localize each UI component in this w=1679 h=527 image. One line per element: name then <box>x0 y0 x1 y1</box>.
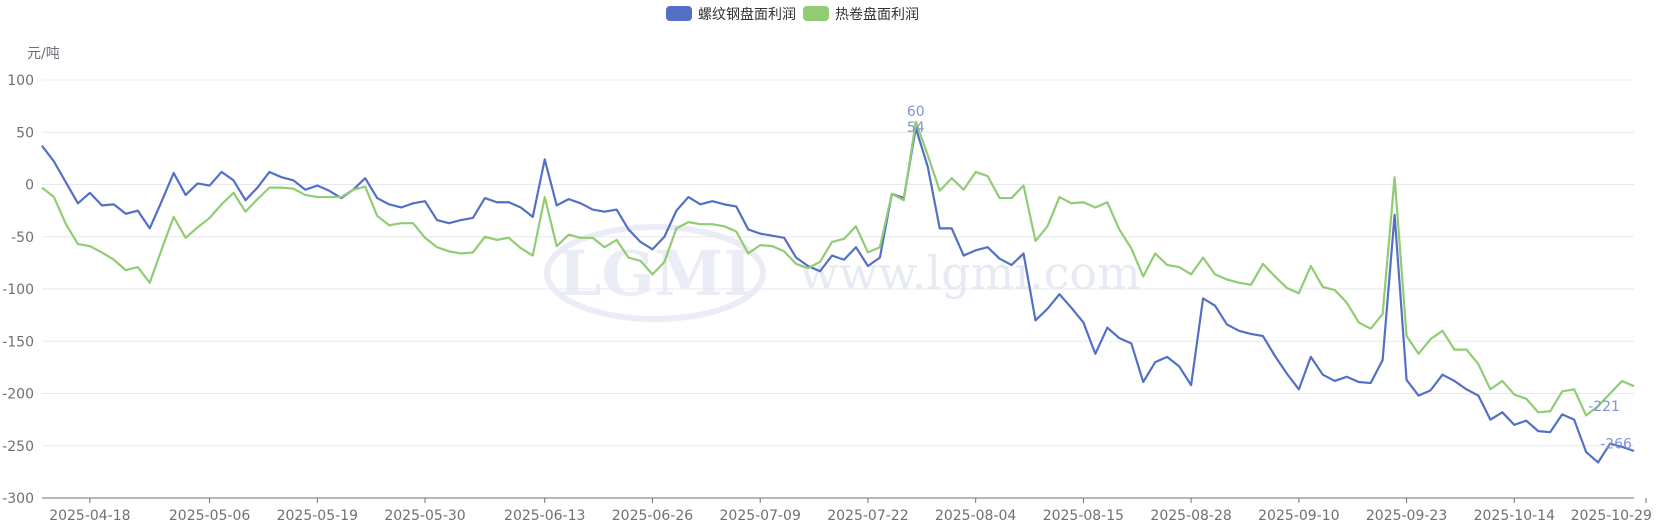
x-tick-label: 2025-06-26 <box>612 508 693 524</box>
x-tick-label: 2025-05-30 <box>384 508 465 524</box>
data-label: 54 <box>907 120 925 136</box>
legend-item[interactable]: 螺纹钢盘面利润 <box>666 6 796 23</box>
x-tick-label: 2025-07-22 <box>827 508 908 524</box>
series-lines <box>41 120 1635 464</box>
x-tick-label: 2025-05-06 <box>169 508 250 524</box>
legend[interactable]: 螺纹钢盘面利润 热卷盘面利润 <box>666 6 919 23</box>
x-tick-label: 2025-06-13 <box>504 508 585 524</box>
watermark-logo: LGMI <box>558 237 752 310</box>
x-tick-label: 2025-04-18 <box>49 508 130 524</box>
y-tick-label: -50 <box>11 230 34 246</box>
legend-item[interactable]: 热卷盘面利润 <box>803 6 919 23</box>
y-tick-label: 100 <box>7 73 34 89</box>
x-tick-label: 2025-09-10 <box>1258 508 1339 524</box>
x-tick-label: 2025-05-19 <box>277 508 358 524</box>
hotcoil-profit-line <box>41 120 1635 417</box>
x-tick-label: 2025-10-14 <box>1474 508 1555 524</box>
x-tick-label: 2025-09-23 <box>1366 508 1447 524</box>
legend-label: 螺纹钢盘面利润 <box>698 6 796 23</box>
y-tick-label: -150 <box>2 334 34 350</box>
rebar-profit-line <box>41 126 1635 464</box>
data-label: -266 <box>1600 437 1632 453</box>
data-label: 60 <box>907 104 925 120</box>
x-tick-label: 2025-08-15 <box>1043 508 1124 524</box>
x-tick-label: 2025-08-28 <box>1150 508 1231 524</box>
legend-swatch <box>666 6 692 21</box>
x-tick-label: 2025-08-04 <box>935 508 1016 524</box>
watermark-text: www.lgmi.com <box>799 246 1140 300</box>
y-tick-label: -200 <box>2 387 34 403</box>
y-axis-unit: 元/吨 <box>27 46 60 62</box>
x-tick-label: 2025-10-29 <box>1571 508 1652 524</box>
y-tick-label: -300 <box>2 491 34 507</box>
x-tick-label: 2025-07-09 <box>720 508 801 524</box>
y-tick-label: -250 <box>2 439 34 455</box>
y-axis: 100 50 0 -50 -100 -150 -200 -250 -300 <box>2 73 34 507</box>
y-tick-label: 0 <box>25 178 34 194</box>
watermark: LGMI www.lgmi.com <box>544 224 1141 322</box>
grid-lines <box>42 79 1634 499</box>
legend-label: 热卷盘面利润 <box>835 6 919 23</box>
data-labels: 54 -266 60 -221 <box>907 104 1632 453</box>
y-tick-label: -100 <box>2 282 34 298</box>
x-axis: 2025-04-18 2025-05-06 2025-05-19 2025-05-30… <box>49 498 1652 524</box>
data-label: -221 <box>1588 399 1620 415</box>
legend-swatch <box>803 6 829 21</box>
y-tick-label: 50 <box>16 125 34 141</box>
